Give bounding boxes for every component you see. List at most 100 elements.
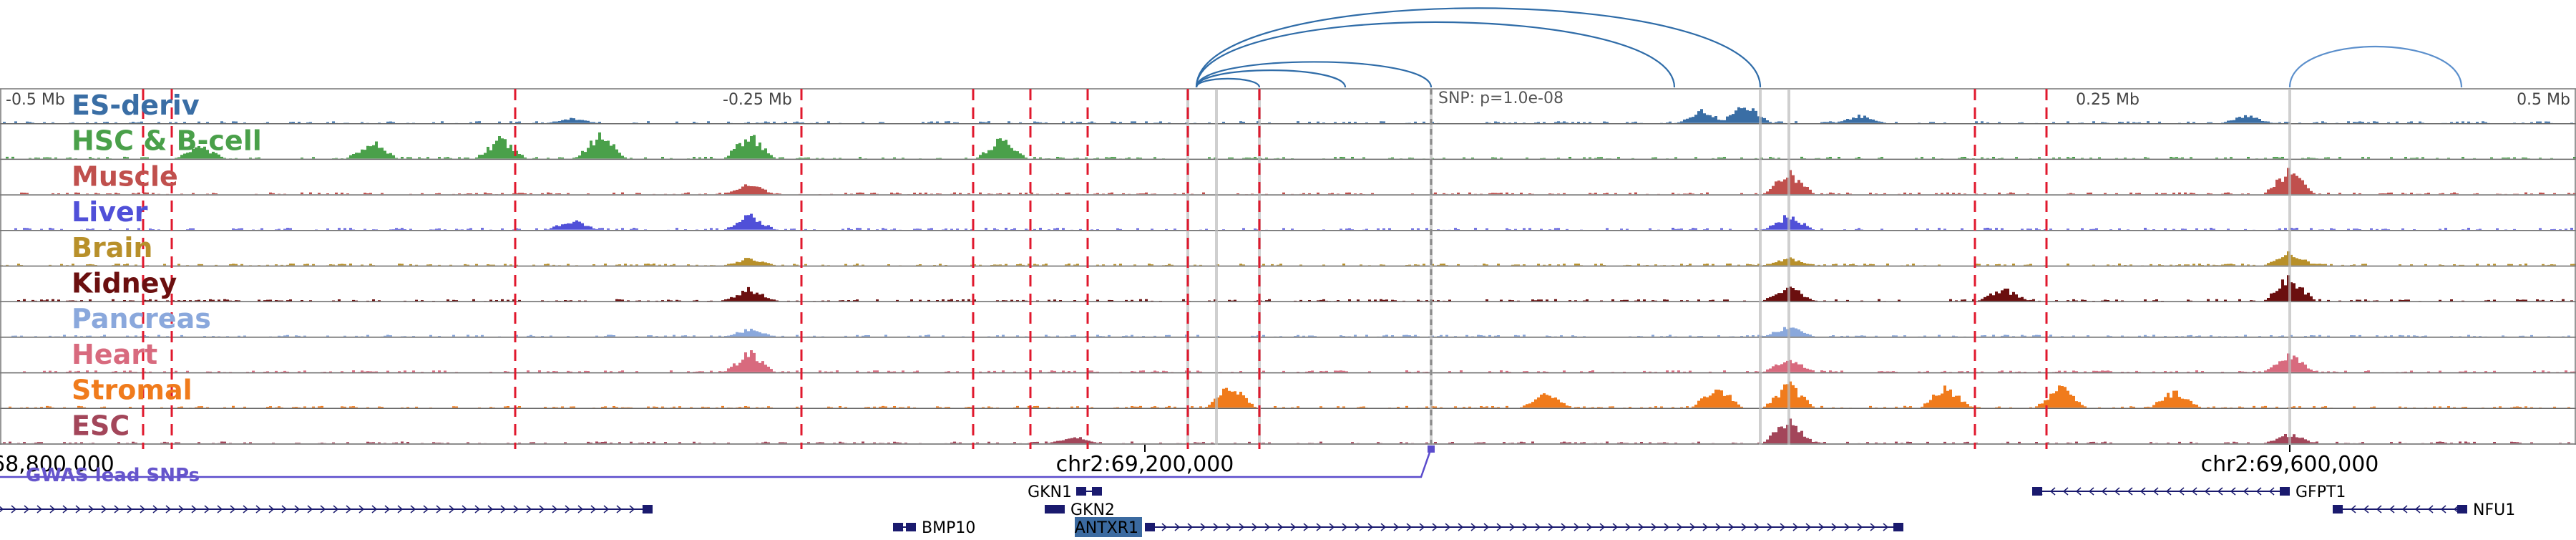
- strand-arrow: [1818, 523, 1825, 531]
- strand-arrow: [0, 506, 4, 513]
- strand-arrow: [2427, 505, 2434, 514]
- strand-arrow: [127, 505, 133, 514]
- strand-arrow: [526, 505, 532, 514]
- strand-arrow: [1715, 523, 1722, 531]
- strand-arrow: [1239, 523, 1245, 531]
- strand-arrow: [75, 505, 82, 514]
- strand-arrow: [1496, 523, 1503, 531]
- strand-arrow: [1200, 523, 1206, 531]
- strand-arrow: [436, 505, 442, 514]
- gwas-connector: [0, 448, 1433, 478]
- interaction-arc: [1195, 21, 1676, 88]
- strand-arrow: [1303, 523, 1309, 531]
- strand-arrow: [1664, 523, 1670, 531]
- strand-arrow: [1586, 523, 1593, 531]
- strand-arrow: [2165, 487, 2172, 496]
- interaction-arc: [1195, 77, 1261, 88]
- strand-arrow: [1844, 523, 1850, 531]
- gene-gkn1: GKN1: [1028, 483, 1102, 501]
- gene-exon: [1092, 487, 1102, 496]
- strand-arrow: [487, 505, 494, 514]
- track-label: ES-deriv: [72, 90, 200, 121]
- strand-arrow: [281, 505, 288, 514]
- track-label: Liver: [72, 196, 148, 228]
- strand-arrow: [1883, 523, 1889, 531]
- vertical-markers: [142, 89, 2291, 449]
- gene-antxr1: ANTXR1: [1075, 517, 1903, 537]
- interaction-arc: [2288, 45, 2463, 88]
- strand-arrow: [1509, 523, 1516, 531]
- interaction-arc: [1195, 69, 1347, 88]
- strand-arrow: [2350, 505, 2356, 514]
- strand-arrow: [1522, 523, 1528, 531]
- gene-exon: [643, 505, 653, 514]
- gene-label: GKN2: [1070, 501, 1115, 519]
- interaction-arc: [1195, 61, 1433, 88]
- gene-bmp10: BMP10: [893, 519, 975, 537]
- track-label: ESC: [72, 410, 130, 441]
- strand-arrow: [1574, 523, 1580, 531]
- strand-arrow: [1342, 523, 1348, 531]
- strand-arrow: [2191, 487, 2197, 496]
- strand-arrow: [384, 505, 391, 514]
- strand-arrow: [1831, 523, 1838, 531]
- strand-arrow: [165, 505, 172, 514]
- strand-arrow: [371, 505, 378, 514]
- track-esc: [0, 418, 2576, 445]
- strand-arrow: [1870, 523, 1876, 531]
- track-signal: [0, 275, 2576, 302]
- strand-arrow: [2178, 487, 2185, 496]
- track-label: Stromal: [72, 375, 192, 406]
- strand-arrow: [114, 505, 120, 514]
- strand-arrow: [2075, 487, 2082, 496]
- track-signal: [0, 418, 2576, 443]
- strand-arrow: [49, 505, 56, 514]
- strand-arrow: [88, 505, 94, 514]
- strand-arrow: [565, 505, 571, 514]
- strand-arrow: [1702, 523, 1709, 531]
- gene-exon: [2280, 487, 2290, 496]
- strand-arrow: [1161, 523, 1168, 531]
- interaction-arc: [1195, 7, 1762, 88]
- strand-arrow: [462, 505, 468, 514]
- strand-arrow: [1393, 523, 1400, 531]
- strand-arrow: [1767, 523, 1773, 531]
- strand-arrow: [2217, 487, 2223, 496]
- track-label: Brain: [72, 232, 152, 264]
- strand-arrow: [474, 505, 481, 514]
- gene-exon: [2032, 487, 2042, 496]
- track-heart: [0, 350, 2576, 374]
- scale-label: 0.25 Mb: [2076, 91, 2140, 109]
- gene-exon: [893, 523, 903, 531]
- strand-arrow: [1535, 523, 1541, 531]
- strand-arrow: [590, 505, 597, 514]
- strand-arrow: [1290, 523, 1297, 531]
- gene-label: GFPT1: [2296, 483, 2346, 501]
- track-hsc-b-cell: [0, 132, 2576, 160]
- strand-arrow: [423, 505, 429, 514]
- strand-arrow: [552, 505, 558, 514]
- strand-arrow: [410, 505, 416, 514]
- strand-arrow: [1625, 523, 1631, 531]
- strand-arrow: [24, 505, 30, 514]
- strand-arrow: [1548, 523, 1554, 531]
- strand-arrow: [1754, 523, 1760, 531]
- strand-arrow: [204, 505, 210, 514]
- strand-arrow: [2088, 487, 2094, 496]
- strand-arrow: [1355, 523, 1361, 531]
- scale-labels: -0.5 Mb -0.25 Mb 0.25 Mb 0.5 Mb SNP: p=1.0e-…: [0, 90, 2570, 477]
- strand-arrow: [2389, 505, 2395, 514]
- strand-arrow: [217, 505, 223, 514]
- track-stromal: [0, 381, 2576, 410]
- gene-label-highlight: [1075, 517, 1142, 537]
- strand-arrow: [230, 505, 236, 514]
- track-signal: [0, 132, 2576, 159]
- strand-arrow: [2114, 487, 2120, 496]
- strand-arrow: [358, 505, 365, 514]
- strand-arrow: [629, 505, 635, 514]
- strand-arrow: [500, 505, 507, 514]
- strand-arrow: [11, 505, 17, 514]
- coordinate-label: chr2:69,200,000: [1056, 452, 1234, 477]
- track-label: Heart: [72, 339, 157, 370]
